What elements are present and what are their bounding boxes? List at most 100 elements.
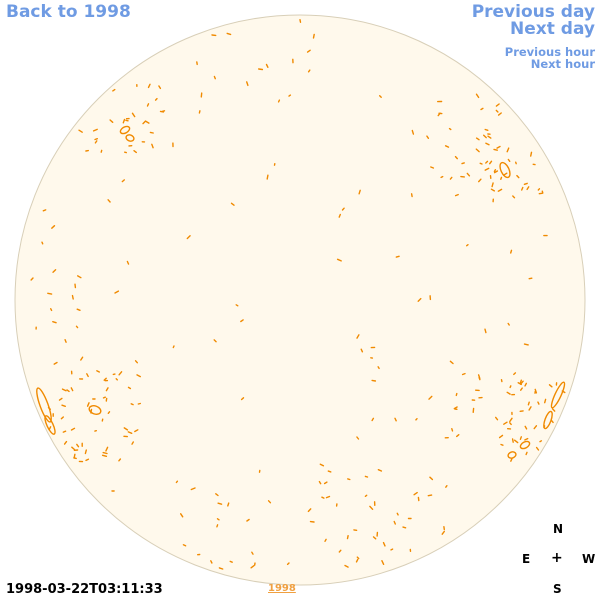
contour-mark <box>513 439 519 444</box>
contour-mark <box>51 224 56 229</box>
contour-mark <box>134 429 139 433</box>
contour-mark <box>475 137 480 141</box>
contour-mark <box>390 548 394 551</box>
contour-mark <box>70 427 76 431</box>
compass-west-label: W <box>582 552 596 566</box>
next-day-link[interactable]: Next day <box>510 19 595 39</box>
contour-mark <box>115 378 119 381</box>
contour-mark <box>539 440 543 443</box>
contour-mark <box>215 493 219 497</box>
contour-mark <box>377 469 383 472</box>
contour-mark <box>105 446 109 452</box>
contour-mark <box>58 397 63 401</box>
contour-mark <box>393 520 396 525</box>
contour-mark <box>495 109 499 113</box>
contour-mark <box>75 325 79 329</box>
contour-mark <box>480 107 484 111</box>
contour-mark <box>131 112 136 118</box>
contour-mark <box>85 458 90 462</box>
contour-mark <box>71 446 76 451</box>
contour-mark <box>506 391 511 395</box>
contour-loop <box>507 451 517 459</box>
contour-mark <box>190 487 196 491</box>
contour-mark <box>503 421 508 425</box>
contour-mark <box>47 292 53 295</box>
back-to-year-link[interactable]: Back to 1998 <box>6 2 131 22</box>
contour-mark <box>525 451 528 456</box>
contour-mark <box>530 151 533 157</box>
contour-mark <box>118 458 122 462</box>
contour-mark <box>430 166 435 169</box>
contour-mark <box>394 417 397 422</box>
contour-mark <box>544 398 547 404</box>
contour-mark <box>449 176 453 180</box>
contour-loop <box>44 415 56 435</box>
contour-mark <box>453 406 458 410</box>
contour-mark <box>64 339 67 343</box>
contour-mark <box>364 494 368 497</box>
contour-mark <box>102 451 108 455</box>
contour-mark <box>523 343 529 346</box>
contour-mark <box>427 494 433 497</box>
contour-mark <box>445 485 448 488</box>
contour-mark <box>125 119 129 122</box>
contour-mark <box>440 175 444 179</box>
previous-hour-link[interactable]: Previous hour <box>504 45 595 59</box>
contour-mark <box>92 128 98 132</box>
contour-loop <box>125 134 135 142</box>
contour-mark <box>519 379 522 385</box>
contour-mark <box>493 148 498 151</box>
contour-mark <box>448 127 452 131</box>
contour-mark <box>551 408 556 412</box>
compass-north-label: N <box>553 522 564 536</box>
contour-mark <box>186 235 191 240</box>
contour-mark <box>71 294 74 300</box>
contour-mark <box>250 565 255 569</box>
year-link[interactable]: 1998 <box>268 583 296 594</box>
contour-mark <box>541 190 544 194</box>
contour-loop <box>519 440 531 450</box>
contour-mark <box>122 118 126 124</box>
contour-mark <box>30 277 34 281</box>
contour-mark <box>497 188 503 192</box>
contour-mark <box>509 385 512 389</box>
contour-mark <box>127 386 132 390</box>
contour-mark <box>437 112 441 117</box>
contour-mark <box>475 93 480 99</box>
contour-mark <box>466 172 471 177</box>
contour-mark <box>226 32 232 36</box>
contour-mark <box>489 160 493 165</box>
contour-mark <box>461 372 466 376</box>
contour-mark <box>523 182 528 186</box>
contour-mark <box>227 502 230 507</box>
contour-loop <box>550 381 566 409</box>
contour-mark <box>500 176 503 181</box>
contour-mark <box>493 170 499 174</box>
contour-mark <box>63 440 68 445</box>
contour-mark <box>519 436 522 440</box>
contour-mark <box>246 518 250 522</box>
contour-mark <box>42 209 47 212</box>
contour-mark <box>319 463 325 467</box>
contour-loop <box>543 410 553 430</box>
contour-mark <box>402 526 407 529</box>
contour-mark <box>251 551 254 555</box>
contour-mark <box>526 186 530 191</box>
contour-mark <box>533 425 538 430</box>
previous-day-link[interactable]: Previous day <box>471 2 595 22</box>
contour-mark <box>537 188 541 191</box>
contour-mark <box>527 401 530 406</box>
contour-mark <box>344 564 349 568</box>
contour-mark <box>230 202 235 206</box>
contour-mark <box>521 186 524 191</box>
contour-mark <box>336 258 342 262</box>
contour-mark <box>142 120 147 125</box>
contour-mark <box>534 388 538 394</box>
contour-mark <box>52 321 57 324</box>
contour-mark <box>510 457 513 462</box>
next-hour-link[interactable]: Next hour <box>530 57 595 71</box>
contour-mark <box>484 128 489 132</box>
contour-mark <box>517 382 522 386</box>
contour-mark <box>485 142 490 146</box>
contour-mark <box>479 162 483 165</box>
